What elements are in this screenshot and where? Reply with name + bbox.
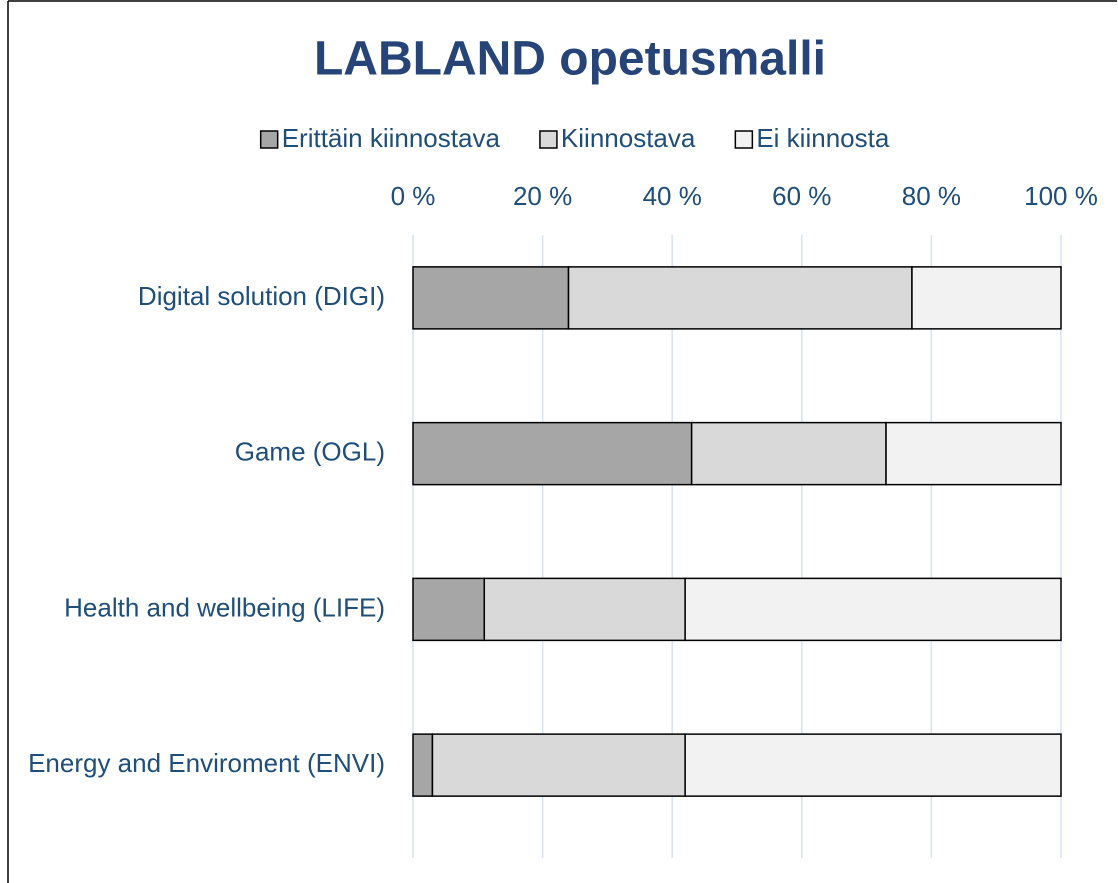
bar-segment	[412, 421, 693, 486]
x-tick-label: 60 %	[772, 181, 831, 211]
legend-swatch	[734, 130, 754, 149]
legend-label: Erittäin kiinnostava	[282, 123, 501, 153]
x-tick-label: 40 %	[643, 181, 702, 211]
bar-segment	[690, 421, 887, 486]
bar-segment	[885, 421, 1062, 486]
legend-label: Ei kiinnosta	[756, 123, 889, 153]
legend-label: Kiinnostava	[561, 123, 696, 153]
bar-segment	[483, 577, 686, 642]
legend-swatch	[259, 130, 279, 149]
x-tick-label: 0 %	[391, 181, 436, 211]
bar-segment	[412, 266, 570, 330]
bar-segment	[567, 266, 913, 330]
y-tick-label: Game (OGL)	[235, 437, 385, 467]
bar-segment	[684, 733, 1062, 797]
x-tick-label: 20 %	[513, 181, 572, 211]
y-tick-label: Digital solution (DIGI)	[138, 281, 385, 311]
bar-segment	[412, 733, 434, 797]
legend-swatch	[539, 130, 558, 149]
y-tick-label: Health and wellbeing (LIFE)	[64, 592, 385, 622]
bar-segment	[911, 266, 1062, 330]
chart-title: LABLAND opetusmalli	[314, 33, 826, 86]
bar-segment	[684, 577, 1062, 642]
bar-segment	[412, 577, 486, 642]
x-tick-label: 100 %	[1024, 181, 1098, 211]
bar-segment	[431, 733, 686, 797]
x-tick-label: 80 %	[902, 181, 961, 211]
y-tick-label: Energy and Enviroment (ENVI)	[28, 748, 385, 778]
